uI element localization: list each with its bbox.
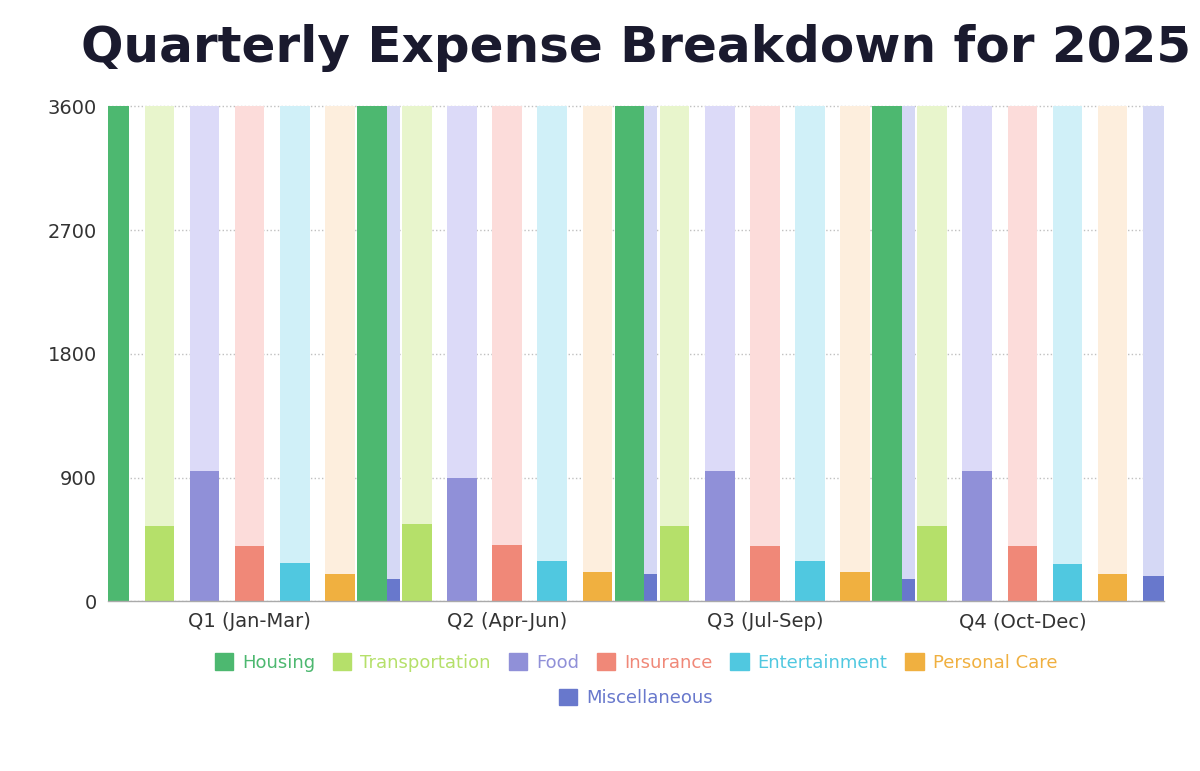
Bar <box>628 106 658 601</box>
Bar <box>704 471 734 601</box>
Bar <box>448 477 476 601</box>
Bar <box>796 561 824 601</box>
Bar <box>145 106 174 601</box>
Title: Quarterly Expense Breakdown for 2025: Quarterly Expense Breakdown for 2025 <box>80 24 1192 72</box>
Bar <box>235 547 264 601</box>
Bar <box>402 524 432 601</box>
Bar <box>628 574 658 601</box>
Bar <box>1008 547 1037 601</box>
Bar <box>448 106 476 601</box>
Bar <box>1142 576 1172 601</box>
Bar <box>614 106 644 601</box>
Bar <box>100 106 130 601</box>
Bar <box>886 579 914 601</box>
Bar <box>750 106 780 601</box>
Bar <box>538 561 568 601</box>
Bar <box>358 106 386 601</box>
Bar <box>1052 106 1082 601</box>
Bar <box>235 106 264 601</box>
Bar <box>962 106 992 601</box>
Bar <box>370 579 400 601</box>
Bar <box>796 106 824 601</box>
Bar <box>280 563 310 601</box>
Bar <box>190 106 220 601</box>
Bar <box>750 547 780 601</box>
Bar <box>886 106 914 601</box>
Bar <box>1008 106 1037 601</box>
Bar <box>660 106 690 601</box>
Bar <box>1098 106 1127 601</box>
Bar <box>325 574 355 601</box>
Bar <box>492 545 522 601</box>
Bar <box>917 526 947 601</box>
Bar <box>145 526 174 601</box>
Bar <box>840 106 870 601</box>
Bar <box>704 106 734 601</box>
Bar <box>538 106 568 601</box>
Bar <box>1052 564 1082 601</box>
Bar <box>840 573 870 601</box>
Bar <box>358 106 386 601</box>
Legend: Miscellaneous: Miscellaneous <box>552 682 720 715</box>
Bar <box>325 106 355 601</box>
Bar <box>614 106 644 601</box>
Bar <box>402 106 432 601</box>
Bar <box>872 106 902 601</box>
Bar <box>660 526 690 601</box>
Bar <box>872 106 902 601</box>
Bar <box>582 573 612 601</box>
Bar <box>1098 574 1127 601</box>
Bar <box>917 106 947 601</box>
Bar <box>100 106 130 601</box>
Bar <box>1142 106 1172 601</box>
Bar <box>280 106 310 601</box>
Bar <box>962 471 992 601</box>
Bar <box>582 106 612 601</box>
Bar <box>190 471 220 601</box>
Bar <box>492 106 522 601</box>
Bar <box>370 106 400 601</box>
